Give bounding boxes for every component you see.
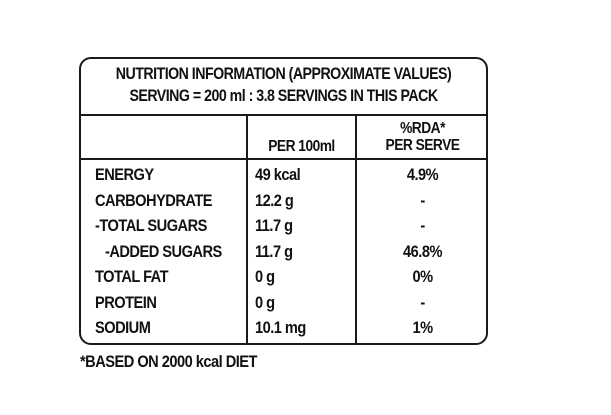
nutrient-rows: ENERGY 49 kcal 4.9% CARBOHYDRATE 12.2 g … [81,162,486,341]
nutrient-rda: - [420,216,425,235]
column-divider [355,114,357,343]
header-row: PER 100ml %RDA* PER SERVE [81,114,486,160]
nutrient-rda: 4.9% [406,165,439,184]
nutrient-name: TOTAL FAT [95,267,169,286]
nutrient-name: ENERGY [95,165,154,184]
column-divider [246,114,248,343]
table-title: NUTRITION INFORMATION (APPROXIMATE VALUE… [81,59,486,116]
table-row: -TOTAL SUGARS 11.7 g - [81,213,486,239]
table-row: PROTEIN 0 g - [81,290,486,316]
nutrient-value: 0 g [255,267,275,286]
nutrient-value: 12.2 g [255,190,294,210]
header-rda-line-1: %RDA* [400,120,445,137]
table-row: CARBOHYDRATE 12.2 g - [81,188,486,214]
nutrient-name: CARBOHYDRATE [95,190,213,210]
table-row: ENERGY 49 kcal 4.9% [81,162,486,188]
table-grid: PER 100ml %RDA* PER SERVE ENERGY 49 kcal… [81,114,486,343]
nutrient-rda: - [420,292,425,312]
nutrient-value: 11.7 g [255,241,293,261]
nutrient-value: 49 kcal [255,165,301,184]
nutrient-rda: 0% [412,267,433,286]
table-row: SODIUM 10.1 mg 1% [81,315,486,341]
header-per-100ml: PER 100ml [268,138,335,155]
nutrient-rda: 1% [412,318,433,337]
table-row: -ADDED SUGARS 11.7 g 46.8% [81,239,486,265]
footnote: *BASED ON 2000 kcal DIET [80,352,257,371]
header-rda-per-serve: %RDA* PER SERVE [366,120,479,154]
nutrient-name: -ADDED SUGARS [105,241,222,261]
title-line-2: SERVING = 200 ml : 3.8 SERVINGS IN THIS … [129,87,438,105]
nutrient-name: -TOTAL SUGARS [95,216,207,235]
nutrient-name: PROTEIN [95,292,157,312]
nutrient-value: 10.1 mg [255,318,306,337]
nutrient-value: 0 g [255,292,275,312]
title-line-1: NUTRITION INFORMATION (APPROXIMATE VALUE… [115,65,452,83]
nutrient-rda: 46.8% [403,241,442,261]
header-rda-line-2: PER SERVE [385,137,460,154]
nutrient-name: SODIUM [95,318,151,337]
nutrient-value: 11.7 g [255,216,293,235]
table-row: TOTAL FAT 0 g 0% [81,264,486,290]
nutrient-rda: - [420,190,425,210]
nutrition-table: NUTRITION INFORMATION (APPROXIMATE VALUE… [79,57,488,345]
